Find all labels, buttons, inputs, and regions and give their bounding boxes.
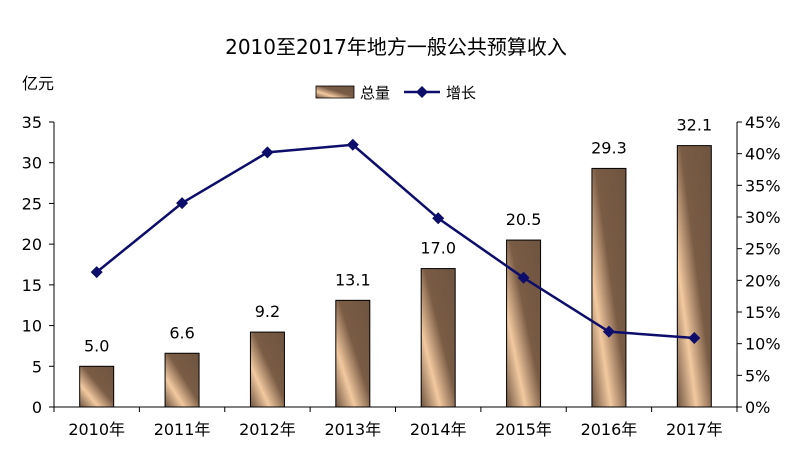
growth-point bbox=[688, 331, 701, 344]
bar bbox=[420, 268, 456, 408]
y-right-tick-label: 40% bbox=[745, 145, 781, 164]
x-tick-label: 2012年 bbox=[239, 420, 296, 439]
growth-point bbox=[602, 325, 615, 338]
y-left-tick-label: 0 bbox=[32, 398, 42, 417]
y-left-tick-label: 5 bbox=[32, 357, 42, 376]
y-left-tick-label: 20 bbox=[22, 235, 42, 254]
chart-title: 2010至2017年地方一般公共预算收入 bbox=[225, 35, 567, 59]
bar-data-label: 13.1 bbox=[335, 270, 371, 289]
y-left-tick-label: 35 bbox=[22, 113, 42, 132]
y-right-tick-label: 0% bbox=[745, 398, 770, 417]
bar bbox=[676, 145, 712, 408]
bar-data-label: 29.3 bbox=[591, 138, 627, 157]
x-tick-label: 2013年 bbox=[324, 420, 381, 439]
bar bbox=[79, 365, 115, 408]
line-series-growth bbox=[90, 138, 701, 344]
y-right-tick-label: 25% bbox=[745, 240, 781, 259]
bar bbox=[506, 239, 542, 408]
bar bbox=[335, 299, 371, 408]
x-axis-ticks: 2010年 2011年 2012年 2013年 2014年 2015年 2016年 2017年 bbox=[53, 407, 738, 439]
bar bbox=[249, 331, 285, 408]
bar-data-labels: 5.0 6.6 9.2 13.1 17.0 20.5 29.3 32.1 bbox=[84, 116, 712, 356]
legend-marker-growth bbox=[416, 86, 428, 98]
y-axis-right-ticks: 0% 5% 10% 15% 20% 25% 30% 35% 40% 45% bbox=[737, 113, 781, 417]
legend-label-total: 总量 bbox=[360, 84, 390, 102]
bar-data-label: 5.0 bbox=[84, 336, 109, 355]
bar-data-label: 17.0 bbox=[420, 239, 456, 258]
x-tick-label: 2016年 bbox=[581, 420, 638, 439]
x-tick-label: 2017年 bbox=[666, 420, 723, 439]
y-left-tick-label: 10 bbox=[22, 317, 42, 336]
y-right-tick-label: 35% bbox=[745, 176, 781, 195]
y-left-tick-label: 25 bbox=[22, 194, 42, 213]
x-tick-label: 2015年 bbox=[495, 420, 552, 439]
growth-point bbox=[432, 212, 445, 225]
growth-line-path bbox=[95, 143, 695, 340]
legend: 总量 增长 bbox=[315, 84, 476, 102]
y-right-tick-label: 10% bbox=[745, 335, 781, 354]
bar-data-label: 20.5 bbox=[506, 210, 542, 229]
growth-point bbox=[90, 266, 103, 279]
y-axis-left-ticks: 0 5 10 15 20 25 30 35 bbox=[22, 113, 54, 417]
x-tick-label: 2010年 bbox=[68, 420, 125, 439]
x-tick-label: 2011年 bbox=[154, 420, 211, 439]
bar-data-label: 32.1 bbox=[677, 116, 713, 135]
bar-series-total bbox=[79, 145, 712, 408]
legend-label-growth: 增长 bbox=[446, 84, 476, 102]
growth-point bbox=[261, 146, 274, 159]
y-right-tick-label: 20% bbox=[745, 271, 781, 290]
y-right-tick-label: 45% bbox=[745, 113, 781, 132]
growth-point bbox=[346, 138, 359, 151]
y-left-tick-label: 30 bbox=[22, 154, 42, 173]
y-right-tick-label: 15% bbox=[745, 303, 781, 322]
bar-data-label: 9.2 bbox=[255, 302, 280, 321]
bar-data-label: 6.6 bbox=[169, 323, 194, 342]
bar bbox=[591, 167, 627, 408]
y-left-tick-label: 15 bbox=[22, 276, 42, 295]
bar bbox=[164, 352, 200, 408]
growth-point bbox=[176, 197, 189, 210]
legend-swatch-total bbox=[315, 85, 355, 99]
y-axis-unit-label: 亿元 bbox=[22, 74, 54, 93]
y-right-tick-label: 30% bbox=[745, 208, 781, 227]
growth-point bbox=[517, 271, 530, 284]
x-tick-label: 2014年 bbox=[410, 420, 467, 439]
y-right-tick-label: 5% bbox=[745, 366, 770, 385]
